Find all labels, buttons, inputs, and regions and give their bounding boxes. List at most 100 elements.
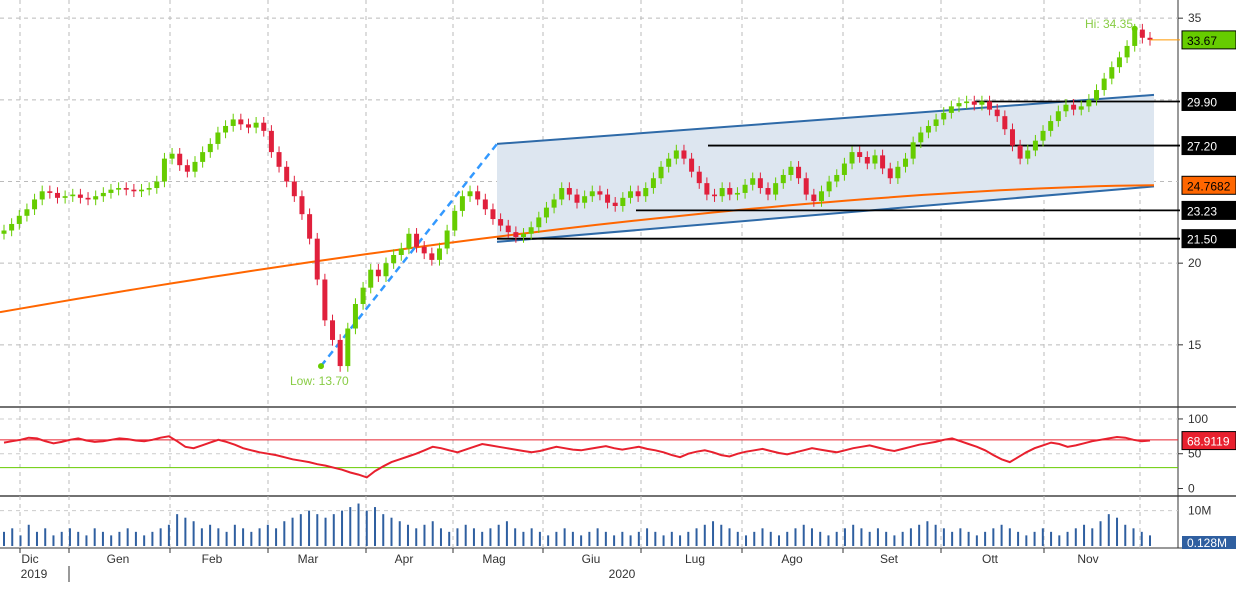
year-label: 2019 xyxy=(21,567,48,581)
candle-body xyxy=(673,150,679,159)
candle-body xyxy=(184,165,190,172)
month-label: Lug xyxy=(685,552,705,566)
volume-bar xyxy=(934,524,937,546)
volume-bar xyxy=(588,531,591,546)
candle-body xyxy=(1032,140,1038,151)
candle-body xyxy=(849,152,855,164)
volume-bar xyxy=(472,528,475,546)
candle-body xyxy=(414,233,420,247)
volume-bar xyxy=(728,528,731,546)
candle-body xyxy=(482,199,488,210)
volume-bar xyxy=(860,528,863,546)
rsi-tick-label: 50 xyxy=(1188,447,1202,461)
candle-body xyxy=(880,155,886,169)
volume-bar xyxy=(835,531,838,546)
month-label: Mag xyxy=(482,552,505,566)
candle-body xyxy=(750,178,756,185)
high-annotation: Hi: 34.35 xyxy=(1085,17,1133,31)
volume-bar xyxy=(390,517,393,546)
volume-bar xyxy=(489,528,492,546)
candle-body xyxy=(566,188,572,195)
volume-bar xyxy=(1033,531,1036,546)
volume-bar xyxy=(967,531,970,546)
candle-body xyxy=(734,192,740,195)
volume-bar xyxy=(629,535,632,546)
candle-body xyxy=(146,188,152,190)
volume-bar xyxy=(85,535,88,546)
volume-bar xyxy=(439,528,442,546)
volume-bar xyxy=(909,528,912,546)
volume-bar xyxy=(753,531,756,546)
candle-body xyxy=(238,119,244,125)
volume-bar xyxy=(365,510,368,546)
volume-bar xyxy=(802,524,805,546)
volume-bar xyxy=(126,528,129,546)
volume-bar xyxy=(637,531,640,546)
volume-bar xyxy=(217,528,220,546)
candle-body xyxy=(70,194,76,197)
candle-body xyxy=(696,171,702,184)
volume-bar xyxy=(547,535,550,546)
candle-body xyxy=(620,197,626,206)
volume-bar xyxy=(571,531,574,546)
candle-body xyxy=(62,196,68,198)
volume-bar xyxy=(505,521,508,546)
candle-body xyxy=(643,188,649,197)
candle-body xyxy=(864,157,870,164)
candle-body xyxy=(39,191,45,200)
volume-bar xyxy=(893,535,896,546)
volume-bar xyxy=(819,531,822,546)
volume-bar xyxy=(1149,535,1151,546)
rsi-tick-label: 100 xyxy=(1188,412,1208,426)
volume-bar xyxy=(118,531,121,546)
volume-bar xyxy=(1140,531,1143,546)
volume-bar xyxy=(35,531,38,546)
level-23.23-label: 23.23 xyxy=(1187,204,1217,218)
volume-bar xyxy=(332,514,335,546)
candle-body xyxy=(116,188,122,190)
candle-body xyxy=(933,119,939,126)
volume-bar xyxy=(316,514,319,546)
candle-body xyxy=(467,191,473,197)
volume-bar xyxy=(415,528,418,546)
volume-bar xyxy=(423,524,426,546)
candle-body xyxy=(1055,111,1061,122)
candle-body xyxy=(100,192,106,197)
volume-bar xyxy=(448,531,451,546)
volume-bar xyxy=(1025,535,1028,546)
month-label: Gen xyxy=(107,552,130,566)
volume-bar xyxy=(703,524,706,546)
candle-body xyxy=(948,106,954,113)
candle-body xyxy=(192,161,198,172)
volume-bar xyxy=(514,528,517,546)
volume-bar xyxy=(563,528,566,546)
high-marker xyxy=(1131,25,1138,32)
volume-bar xyxy=(769,531,772,546)
volume-bar xyxy=(308,510,311,546)
candle-body xyxy=(131,189,137,192)
volume-bar xyxy=(843,528,846,546)
candle-body xyxy=(330,320,336,340)
volume-bar xyxy=(670,531,673,546)
low-marker xyxy=(318,363,324,370)
rsi-panel xyxy=(0,435,1178,479)
volume-bar xyxy=(101,531,104,546)
candle-body xyxy=(1094,90,1100,100)
candle-body xyxy=(268,130,274,153)
volume-bar xyxy=(52,535,55,546)
channel-fill xyxy=(497,94,1154,242)
volume-bar xyxy=(1107,514,1110,546)
month-label: Ott xyxy=(982,552,999,566)
candle-body xyxy=(1063,104,1069,112)
volume-bar xyxy=(984,531,987,546)
candle-body xyxy=(406,233,412,249)
rsi-last-box xyxy=(1181,431,1236,451)
level-29.90-label: 29.90 xyxy=(1187,95,1217,109)
volume-bar xyxy=(1116,517,1119,546)
volume-bar xyxy=(662,535,665,546)
volume-bar xyxy=(975,535,978,546)
volume-bar xyxy=(184,517,187,546)
volume-bar xyxy=(151,531,154,546)
volume-bar xyxy=(1091,528,1094,546)
